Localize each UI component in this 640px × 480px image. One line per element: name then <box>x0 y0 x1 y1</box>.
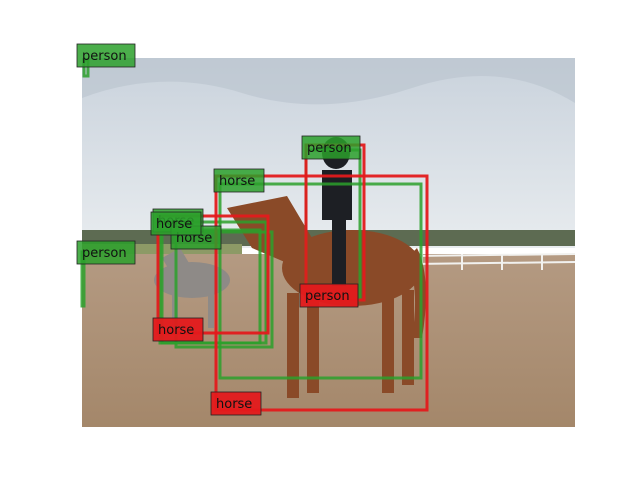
horse-ground-truth-box <box>214 174 429 412</box>
person-label-tag: person <box>76 43 136 68</box>
person-label-tag: person <box>76 240 136 265</box>
label-tag-text: horse <box>219 174 255 189</box>
horse-predicted-box <box>174 230 274 349</box>
horse-label-tag: horse <box>210 391 262 416</box>
label-tag-text: person <box>82 49 127 64</box>
person-label-tag: person <box>299 283 359 308</box>
label-tag-text: person <box>82 246 127 261</box>
label-tag-text: horse <box>158 323 194 338</box>
label-tag-background <box>301 135 361 160</box>
label-tag-text: person <box>307 141 352 156</box>
label-tag-background <box>150 211 202 236</box>
clouds <box>82 58 575 105</box>
label-tag-background <box>76 240 136 265</box>
label-tag-background <box>76 43 136 68</box>
label-tag-text: horse <box>156 217 192 232</box>
person-ground-truth-box <box>304 143 366 302</box>
label-tag-background <box>213 168 265 193</box>
label-tag-background <box>299 283 359 308</box>
label-tag-text: person <box>305 289 350 304</box>
horse-label-tag: horse <box>213 168 265 193</box>
person-label-tag: person <box>301 135 361 160</box>
horse-predicted-box <box>218 182 423 380</box>
label-tag-text: horse <box>216 397 252 412</box>
horse-label-tag: horse <box>150 211 202 236</box>
horse-ground-truth-box <box>156 214 270 335</box>
person-predicted-box <box>304 148 362 302</box>
label-tag-background <box>210 391 262 416</box>
horse-label-tag: horse <box>152 317 204 342</box>
label-tag-background <box>152 317 204 342</box>
